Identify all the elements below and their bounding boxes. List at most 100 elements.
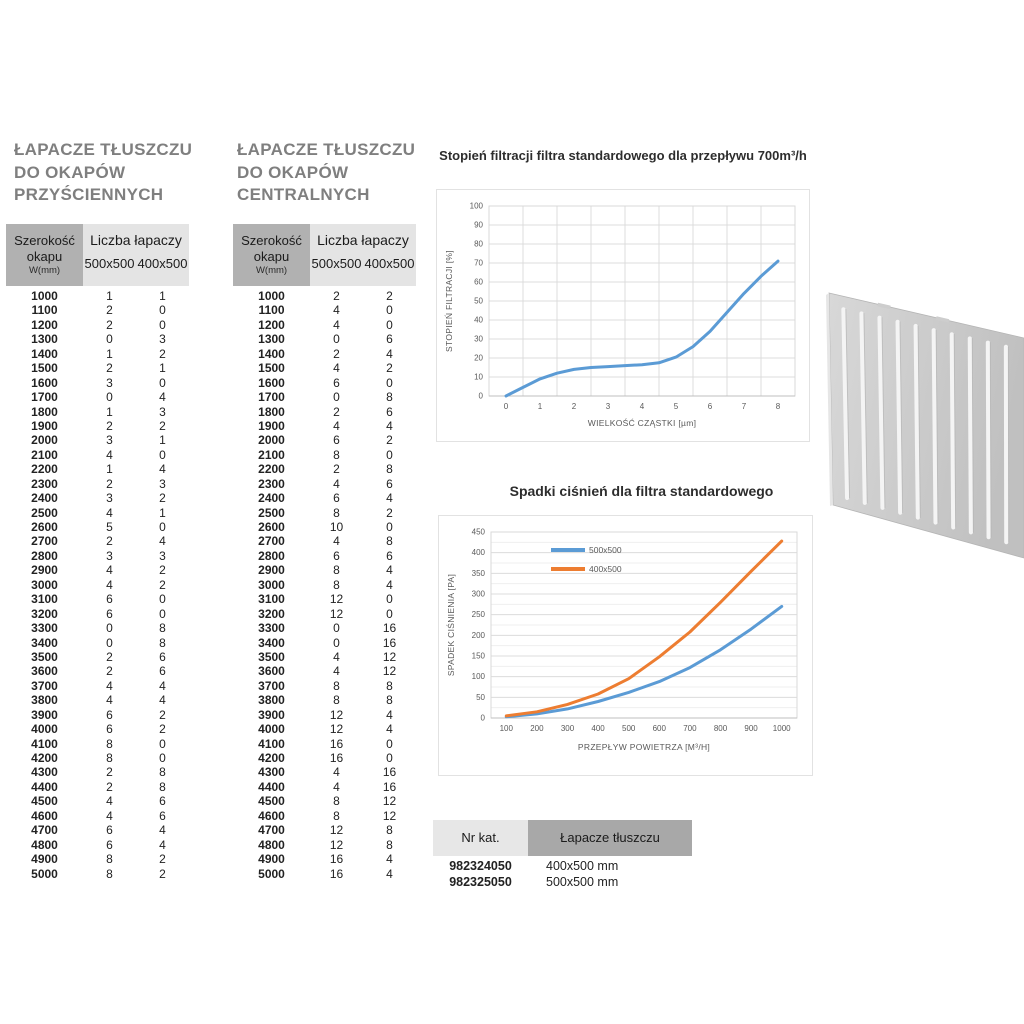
table-row: 4900 16 4	[233, 852, 416, 866]
filter-count-cell: 2	[386, 505, 393, 520]
filter-count-cell: 4	[386, 852, 393, 867]
filter-count-cell: 2	[106, 303, 113, 318]
table2: Szerokość okapu W(mm) Liczba łapaczy 500…	[233, 224, 416, 881]
table-row: 2000 6 2	[233, 433, 416, 447]
hood-width-cell: 3600	[31, 664, 58, 679]
filter-count-cell: 2	[159, 563, 166, 578]
filter-count-cell: 16	[329, 866, 344, 881]
catalog-row: 982324050 400x500 mm	[433, 859, 692, 875]
hood-width-cell: 1900	[31, 418, 58, 433]
table-row: 1500 4 2	[233, 361, 416, 375]
table-row: 4200 16 0	[233, 751, 416, 765]
table-row: 4100 16 0	[233, 737, 416, 751]
filter-count-cell: 5	[106, 520, 113, 534]
table-row: 4400 2 8	[6, 780, 189, 794]
filter-count-cell: 0	[159, 606, 166, 621]
filter-count-cell: 12	[382, 649, 397, 664]
filter-count-cell: 2	[106, 779, 113, 794]
filter-count-cell: 16	[329, 751, 344, 765]
hood-width-cell: 2800	[258, 548, 285, 563]
hood-width-cell: 3700	[258, 678, 285, 693]
filter-count-cell: 8	[159, 635, 166, 650]
hood-width-cell: 1100	[258, 303, 285, 318]
filter-count-cell: 2	[333, 462, 340, 477]
hood-width-cell: 2400	[258, 491, 285, 506]
hood-width-cell: 4300	[31, 765, 58, 780]
table-row: 2400 6 4	[233, 491, 416, 505]
filter-count-cell: 0	[159, 751, 166, 765]
filter-count-cell: 6	[386, 548, 393, 563]
filter-count-cell: 2	[159, 722, 166, 737]
table-row: 1300 0 3	[6, 332, 189, 346]
filter-count-cell: 4	[106, 808, 113, 823]
hood-width-cell: 2400	[31, 491, 58, 506]
svg-text:150: 150	[472, 652, 486, 661]
svg-text:0: 0	[481, 714, 486, 723]
hood-width-cell: 4000	[258, 722, 285, 737]
filter-count-cell: 4	[159, 678, 166, 693]
hood-width-cell: 3700	[31, 678, 58, 693]
filter-count-cell: 4	[333, 303, 340, 318]
filter-count-cell: 4	[106, 794, 113, 809]
filter-count-cell: 2	[106, 649, 113, 664]
filter-count-cell: 6	[333, 491, 340, 506]
hood-width-cell: 2900	[31, 563, 58, 578]
table-row: 2600 10 0	[233, 520, 416, 534]
hood-width-cell: 2900	[258, 563, 285, 578]
table-row: 4700 12 8	[233, 823, 416, 837]
filter-count-cell: 0	[106, 635, 113, 650]
hood-width-cell: 3000	[258, 577, 285, 592]
table-row: 4800 6 4	[6, 838, 189, 852]
svg-text:0: 0	[479, 392, 484, 401]
hood-width-cell: 4800	[258, 837, 285, 852]
filter-count-cell: 8	[106, 751, 113, 765]
table-row: 2200 1 4	[6, 462, 189, 476]
filter-count-cell: 8	[333, 505, 340, 520]
table-row: 1000 2 2	[233, 289, 416, 303]
filter-count-cell: 16	[382, 765, 397, 780]
catalog-header-lapacze: Łapacze tłuszczu	[528, 820, 692, 856]
hood-width-cell: 4200	[258, 751, 285, 765]
header-liczba-lapaczy: Liczba łapaczy	[317, 232, 409, 248]
table-row: 1400 1 2	[6, 347, 189, 361]
header-liczba-lapaczy: Liczba łapaczy	[90, 232, 182, 248]
table-row: 3200 6 0	[6, 607, 189, 621]
table-row: 3700 8 8	[233, 679, 416, 693]
table-row: 4000 12 4	[233, 722, 416, 736]
filter-count-cell: 4	[333, 476, 340, 491]
hood-width-cell: 3900	[31, 707, 58, 722]
table-row: 5000 16 4	[233, 867, 416, 881]
table-row: 4300 2 8	[6, 765, 189, 779]
hood-width-cell: 3800	[31, 693, 58, 708]
table-row: 4200 8 0	[6, 751, 189, 765]
hood-width-cell: 3400	[258, 635, 285, 650]
filter-count-cell: 4	[159, 823, 166, 838]
table2-header: Szerokość okapu W(mm) Liczba łapaczy 500…	[233, 224, 416, 286]
filter-count-cell: 8	[159, 779, 166, 794]
filter-count-cell: 1	[106, 462, 113, 477]
table-row: 2600 5 0	[6, 520, 189, 534]
filter-count-cell: 12	[329, 707, 344, 722]
hood-width-cell: 1900	[258, 418, 285, 433]
filter-count-cell: 4	[333, 664, 340, 679]
filter-count-cell: 2	[333, 404, 340, 419]
filter-count-cell: 2	[159, 577, 166, 592]
catalog-size: 400x500 mm	[546, 859, 619, 873]
table-row: 1400 2 4	[233, 347, 416, 361]
filter-count-cell: 4	[333, 779, 340, 794]
table1-header-width-column: Szerokość okapu W(mm)	[6, 224, 83, 286]
svg-text:20: 20	[474, 354, 483, 363]
filter-count-cell: 4	[386, 722, 393, 737]
table-row: 3400 0 16	[233, 636, 416, 650]
table-row: 1200 2 0	[6, 318, 189, 332]
filter-count-cell: 12	[382, 794, 397, 809]
hood-width-cell: 4500	[31, 794, 58, 809]
table-row: 1200 4 0	[233, 318, 416, 332]
filter-count-cell: 8	[333, 808, 340, 823]
filter-count-cell: 16	[382, 621, 397, 636]
filter-count-cell: 0	[386, 520, 393, 534]
table-row: 3600 2 6	[6, 664, 189, 678]
table-row: 4900 8 2	[6, 852, 189, 866]
table2-header-width-column: Szerokość okapu W(mm)	[233, 224, 310, 286]
svg-text:250: 250	[472, 610, 486, 619]
